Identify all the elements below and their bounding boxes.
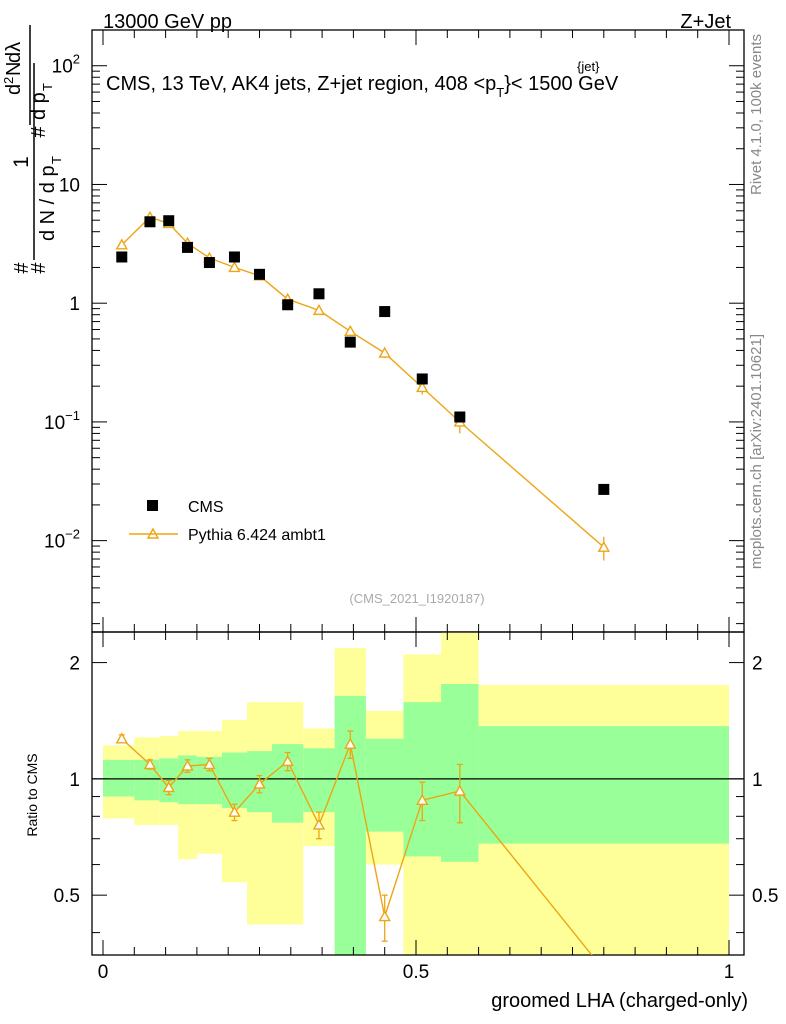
cms-point: [416, 373, 428, 385]
pythia-line: [121, 216, 605, 548]
side-text-rivet: Rivet 4.1.0, 100k events: [748, 34, 765, 195]
pythia-point: [115, 238, 128, 250]
header-left: 13000 GeV pp: [103, 11, 232, 33]
main-x-ticks: [102, 30, 730, 632]
ratio-stat-band: [221, 752, 247, 809]
ylabel-dn-dpt-sub: T: [49, 156, 64, 164]
ylabel-dlambda: dλ: [3, 42, 25, 63]
ratio-stat-band: [303, 748, 335, 813]
legend-marker-pythia: [146, 527, 160, 539]
main-title-end: }< 1500 GeV: [504, 73, 619, 95]
ratio-y-tick-label-right: 2: [752, 654, 763, 675]
cms-point: [254, 268, 265, 280]
cms-point: [379, 306, 391, 318]
ratio-pythia-point: [312, 818, 326, 830]
ratio-bands: [103, 632, 729, 955]
ylabel-d2n: d: [3, 84, 25, 95]
cms-point: [116, 251, 128, 263]
ratio-y-tick-label-right: 1: [752, 770, 763, 791]
ylabel-dpt-sub: T: [40, 83, 55, 91]
ratio-pythia-point: [378, 910, 391, 922]
main-y-label: # 1 # d N / d p T # d 2 N d p T dλ: [1, 25, 64, 274]
ylabel-n: N: [3, 62, 25, 76]
ratio-y-tick-label: 0.5: [54, 886, 80, 907]
ratio-pythia-point: [115, 732, 128, 744]
ylabel-hash-top: #: [11, 262, 33, 274]
main-y-ticks: 10−2 10−1 1 10 102: [44, 29, 744, 625]
cms-point: [454, 411, 466, 423]
ratio-pythia-point: [253, 777, 266, 789]
legend-label-cms: CMS: [188, 499, 224, 516]
cms-point: [144, 216, 156, 228]
ratio-pythia-line: [121, 738, 593, 955]
ratio-y-tick-label: 1: [69, 770, 80, 791]
ratio-pythia-point: [344, 737, 357, 749]
ratio-total-band: [246, 702, 273, 925]
main-y-tick-label: 10: [59, 175, 80, 196]
main-y-tick-label: 1: [69, 294, 80, 315]
cms-point: [203, 257, 215, 269]
cms-point: [313, 288, 325, 300]
ratio-pythia-point: [203, 757, 216, 770]
x-tick-label: 0: [98, 962, 109, 983]
pythia-point: [344, 324, 357, 336]
pythia-point: [312, 303, 326, 316]
pythia-point: [416, 381, 429, 393]
cms-point: [228, 251, 240, 263]
ylabel-hash-bottom: #: [28, 262, 50, 274]
ratio-stat-band: [478, 726, 729, 844]
main-y-tick-label: 10−1: [44, 408, 80, 434]
cms-point: [282, 299, 294, 311]
ratio-pythia-point: [162, 781, 175, 793]
main-title-sup: {jet}: [577, 59, 600, 74]
main-series: [115, 210, 610, 561]
cms-point: [598, 483, 610, 495]
pythia-point: [597, 540, 610, 552]
ratio-pythia-point: [143, 757, 157, 770]
cms-point: [163, 215, 175, 227]
cms-point: [182, 241, 194, 253]
ratio-stat-band: [178, 755, 197, 805]
side-text-mcplots: mcplots.cern.ch [arXiv:2401.10621]: [748, 334, 765, 569]
pythia-point: [228, 261, 241, 273]
main-title: CMS, 13 TeV, AK4 jets, Z+jet region, 408…: [106, 73, 619, 100]
main-y-tick-label: 10−2: [44, 527, 80, 553]
ylabel-dn-dpt: d N / d p: [37, 165, 59, 241]
ratio-frame-rect: [91, 631, 745, 956]
ratio-pythia-point: [416, 793, 429, 806]
ratio-y-tick-label: 2: [69, 654, 80, 675]
ratio-y-tick-label-right: 0.5: [752, 886, 778, 907]
main-title-text: CMS, 13 TeV, AK4 jets, Z+jet region, 408…: [106, 73, 496, 95]
analysis-watermark: (CMS_2021_I1920187): [349, 591, 484, 606]
ylabel-d2n-sup: 2: [1, 77, 16, 84]
x-axis-label: groomed LHA (charged-only): [491, 990, 748, 1012]
ratio-ticks: 0.5 0.5 1 1 2 2 0 0.5 1: [54, 632, 778, 983]
ylabel-one: 1: [10, 156, 33, 168]
ratio-series: [115, 730, 593, 955]
ratio-pythia-point: [281, 754, 294, 767]
ylabel-dpt: d p: [28, 92, 50, 120]
ylabel-hash-3: #: [28, 126, 50, 138]
header-right: Z+Jet: [680, 11, 731, 33]
legend-label-pythia: Pythia 6.424 ambt1: [188, 527, 326, 544]
ratio-pythia-point: [228, 805, 241, 817]
ratio-pythia-point: [453, 784, 467, 796]
legend-marker-cms: [147, 500, 158, 511]
ratio-y-label: Ratio to CMS: [24, 753, 40, 836]
legend: CMS Pythia 6.424 ambt1: [129, 499, 326, 544]
main-y-tick-label: 102: [52, 52, 80, 78]
main-title-sub: T: [496, 85, 504, 100]
ratio-pythia-point: [181, 759, 194, 771]
ratio-stat-band: [365, 738, 404, 832]
x-tick-label: 0.5: [403, 962, 429, 983]
ratio-plot-frame: [91, 631, 745, 956]
ratio-stat-band: [103, 759, 135, 797]
x-tick-label: 1: [724, 962, 735, 983]
cms-point: [344, 336, 356, 348]
pythia-point: [378, 346, 391, 358]
